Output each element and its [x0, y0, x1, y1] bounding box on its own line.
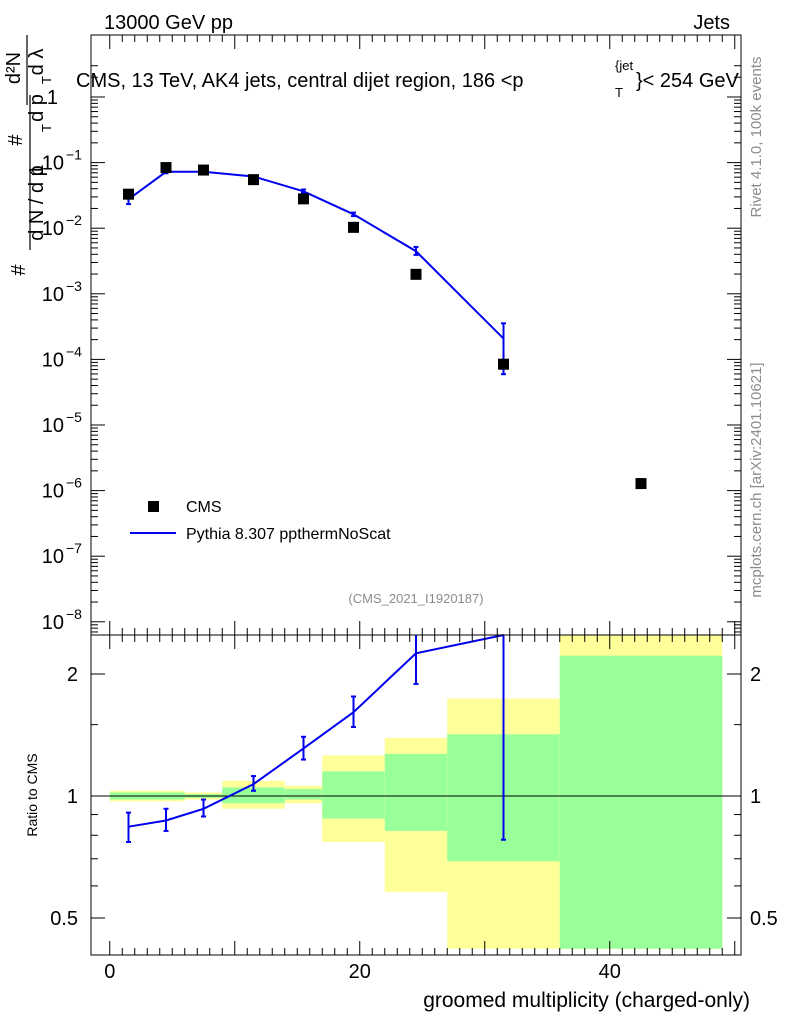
ratio-axis-ticks: [91, 635, 741, 955]
legend-mc-label: Pythia 8.307 ppthermNoScat: [186, 526, 391, 543]
main-y-tick-base: 10: [42, 546, 64, 568]
legend-cms-marker: [148, 501, 159, 512]
x-tick-labels: 0 20 40: [104, 961, 621, 983]
x-axis-title: groomed multiplicity (charged-only): [423, 989, 750, 1012]
ratio-y-axis-title: Ratio to CMS: [24, 753, 40, 836]
main-y-tick-label: 10 −8: [42, 606, 82, 634]
main-y-tick-exponent: −3: [66, 278, 82, 294]
ratio-y-tick-label-right: 2: [750, 664, 761, 686]
main-y-tick-base: 10: [42, 349, 64, 371]
ratio-y-tick-label-left: 2: [67, 664, 78, 686]
main-title-end: }< 254 GeV: [636, 70, 740, 92]
ylabel-d2n: d²N: [3, 52, 25, 84]
main-y-tick-exponent: −6: [66, 475, 82, 491]
main-y-tick-exponent: −4: [66, 343, 82, 359]
mc-ratio-series: [126, 634, 506, 844]
main-y-tick-exponent: −8: [66, 606, 82, 622]
main-y-tick-exponent: −7: [66, 540, 82, 556]
cms-data-point: [198, 164, 209, 176]
main-y-tick-label: 10 −1: [42, 147, 82, 175]
main-title-sub: T: [615, 85, 623, 100]
ratio-band-inner: [384, 753, 448, 831]
ratio-y-tick-label-right: 0.5: [750, 908, 778, 930]
main-y-axis-title: 1 # d N / d p T # d²N d p T: [3, 35, 54, 276]
ylabel-dpt: d p: [26, 94, 48, 122]
main-y-tick-label: 10 −7: [42, 540, 82, 568]
ratio-y-tick-label-left: 0.5: [50, 908, 78, 930]
ratio-panel: 0.5 0.5 1 1 2 2 0 20 40 Ratio to CMS groomed mu…: [24, 634, 778, 1012]
main-title-text: CMS, 13 TeV, AK4 jets, central dijet reg…: [76, 70, 524, 92]
header-energy: 13000 GeV pp: [104, 12, 233, 34]
main-axis-ticks: [91, 35, 741, 635]
main-y-tick-label: 10 −2: [42, 212, 82, 240]
svg-text:CMS, 13 TeV, AK4 jets, central: CMS, 13 TeV, AK4 jets, central dijet reg…: [76, 70, 524, 92]
mc-main-series: [126, 168, 506, 376]
legend-cms-label: CMS: [186, 499, 222, 516]
mc-ratio-line: [128, 634, 504, 828]
cms-data-point: [298, 193, 309, 205]
main-y-tick-label: 10 −3: [42, 278, 82, 306]
cms-main-series: [123, 162, 647, 490]
main-y-tick-base: 10: [42, 284, 64, 306]
x-tick-label: 0: [104, 961, 115, 983]
main-panel: 110−110−210−310−410−510−610−710−8 CMS, 1…: [3, 34, 742, 636]
ratio-band-inner: [559, 655, 723, 949]
ratio-y-tick-label-right: 1: [750, 786, 761, 808]
ratio-y-tick-label-left: 1: [67, 786, 78, 808]
rivet-version-label: Rivet 4.1.0, 100k events: [748, 57, 765, 218]
main-y-tick-label: 1: [47, 87, 58, 109]
main-y-tick-base: 10: [42, 415, 64, 437]
main-y-tick-base: 10: [42, 612, 64, 634]
cms-data-point: [410, 268, 422, 280]
main-y-tick-exponent: −5: [66, 409, 82, 425]
ratio-uncertainty-bands: [109, 635, 723, 949]
x-tick-label: 20: [349, 961, 371, 983]
ylabel-dlambda: d λ: [26, 49, 48, 76]
ylabel-hash2: #: [5, 134, 27, 146]
ylabel-sub2: T: [39, 76, 54, 84]
ratio-band-inner: [322, 771, 385, 819]
main-y-tick-exponent: −2: [66, 212, 82, 228]
main-y-tick-base: 10: [42, 218, 64, 240]
mc-main-line: [127, 170, 505, 340]
ylabel-sub1: T: [39, 124, 54, 132]
cms-data-point: [248, 174, 259, 186]
main-y-tick-base: 10: [42, 153, 64, 175]
main-y-tick-label: 10 −4: [42, 343, 82, 371]
main-y-tick-labels: 110−110−210−310−410−510−610−710−8: [42, 87, 82, 634]
main-title-sup: {jet: [615, 58, 633, 73]
cms-data-point: [348, 221, 359, 233]
main-frame: [90, 34, 742, 636]
ratio-frame: [90, 634, 742, 956]
analysis-id: (CMS_2021_I1920187): [348, 591, 483, 606]
ratio-y-tick-labels: 0.5 0.5 1 1 2 2: [50, 664, 778, 930]
x-tick-label: 40: [599, 961, 621, 983]
ylabel-one: 1: [26, 164, 48, 175]
ylabel-dn: d N / d p: [26, 165, 48, 241]
ylabel-hash: #: [8, 264, 30, 276]
main-y-tick-base: 10: [42, 481, 64, 503]
main-y-tick-base: 1: [47, 87, 58, 109]
cms-data-point: [160, 162, 172, 174]
mcplots-label: mcplots.cern.ch [arXiv:2401.10621]: [748, 362, 765, 597]
legend: CMS Pythia 8.307 ppthermNoScat: [130, 499, 391, 543]
main-y-tick-label: 10 −6: [42, 475, 82, 503]
main-y-tick-exponent: −1: [66, 147, 82, 163]
main-title: CMS, 13 TeV, AK4 jets, central dijet reg…: [76, 58, 740, 100]
cms-data-point: [123, 188, 134, 200]
header-category: Jets: [693, 12, 730, 34]
cms-data-point: [635, 478, 647, 490]
cms-data-point: [498, 358, 509, 370]
main-y-tick-label: 10 −5: [42, 409, 82, 437]
ratio-band-inner: [284, 789, 323, 800]
